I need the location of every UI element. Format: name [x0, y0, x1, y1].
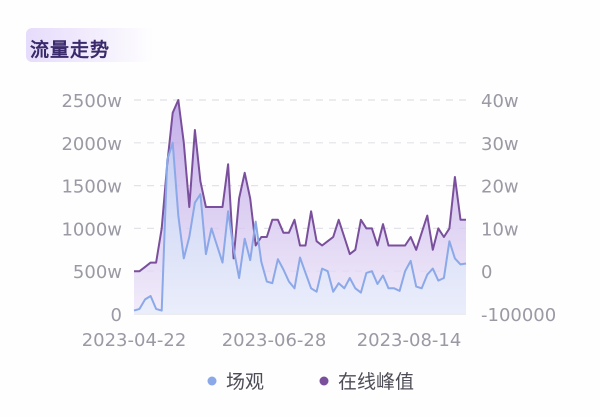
title-tag	[26, 28, 154, 62]
series-area-1	[134, 142, 466, 314]
y-left-tick-label: 0	[111, 305, 122, 326]
series-areas	[134, 100, 466, 314]
y-right-tick-label: 30w	[481, 134, 519, 155]
y-right-tick-label: 40w	[481, 91, 519, 112]
legend-label-1: 场观	[226, 371, 264, 393]
y-right-tick-label: 0	[481, 262, 492, 283]
series-line-1	[133, 141, 467, 312]
y-axis-right: -100000 0 10w 20w 30w 40w	[481, 91, 556, 326]
chart-legend: 场观 在线峰值	[207, 371, 414, 393]
y-left-tick-label: 500w	[73, 262, 122, 283]
y-right-tick-label: 10w	[481, 219, 519, 240]
y-left-tick-label: 1000w	[61, 219, 122, 240]
y-right-tick-label: 20w	[481, 177, 519, 198]
chart-title: 流量走势	[30, 39, 111, 61]
legend-marker-2	[319, 376, 329, 386]
x-axis: 2023-04-22 2023-06-28 2023-08-14	[82, 330, 462, 351]
legend-label-2: 在线峰值	[338, 371, 414, 393]
series-line-2	[134, 99, 466, 273]
y-right-tick-label: -100000	[481, 305, 556, 326]
y-left-tick-label: 1500w	[61, 177, 122, 198]
x-tick-label: 2023-04-22	[82, 330, 187, 351]
y-axis-left: 0 500w 1000w 1500w 2000w 2500w	[61, 91, 122, 326]
y-left-tick-label: 2000w	[61, 134, 122, 155]
legend-marker-1	[207, 376, 217, 386]
y-left-tick-label: 2500w	[61, 91, 122, 112]
x-tick-label: 2023-08-14	[357, 330, 462, 351]
x-tick-label: 2023-06-28	[222, 330, 327, 351]
series-lines	[133, 99, 467, 312]
